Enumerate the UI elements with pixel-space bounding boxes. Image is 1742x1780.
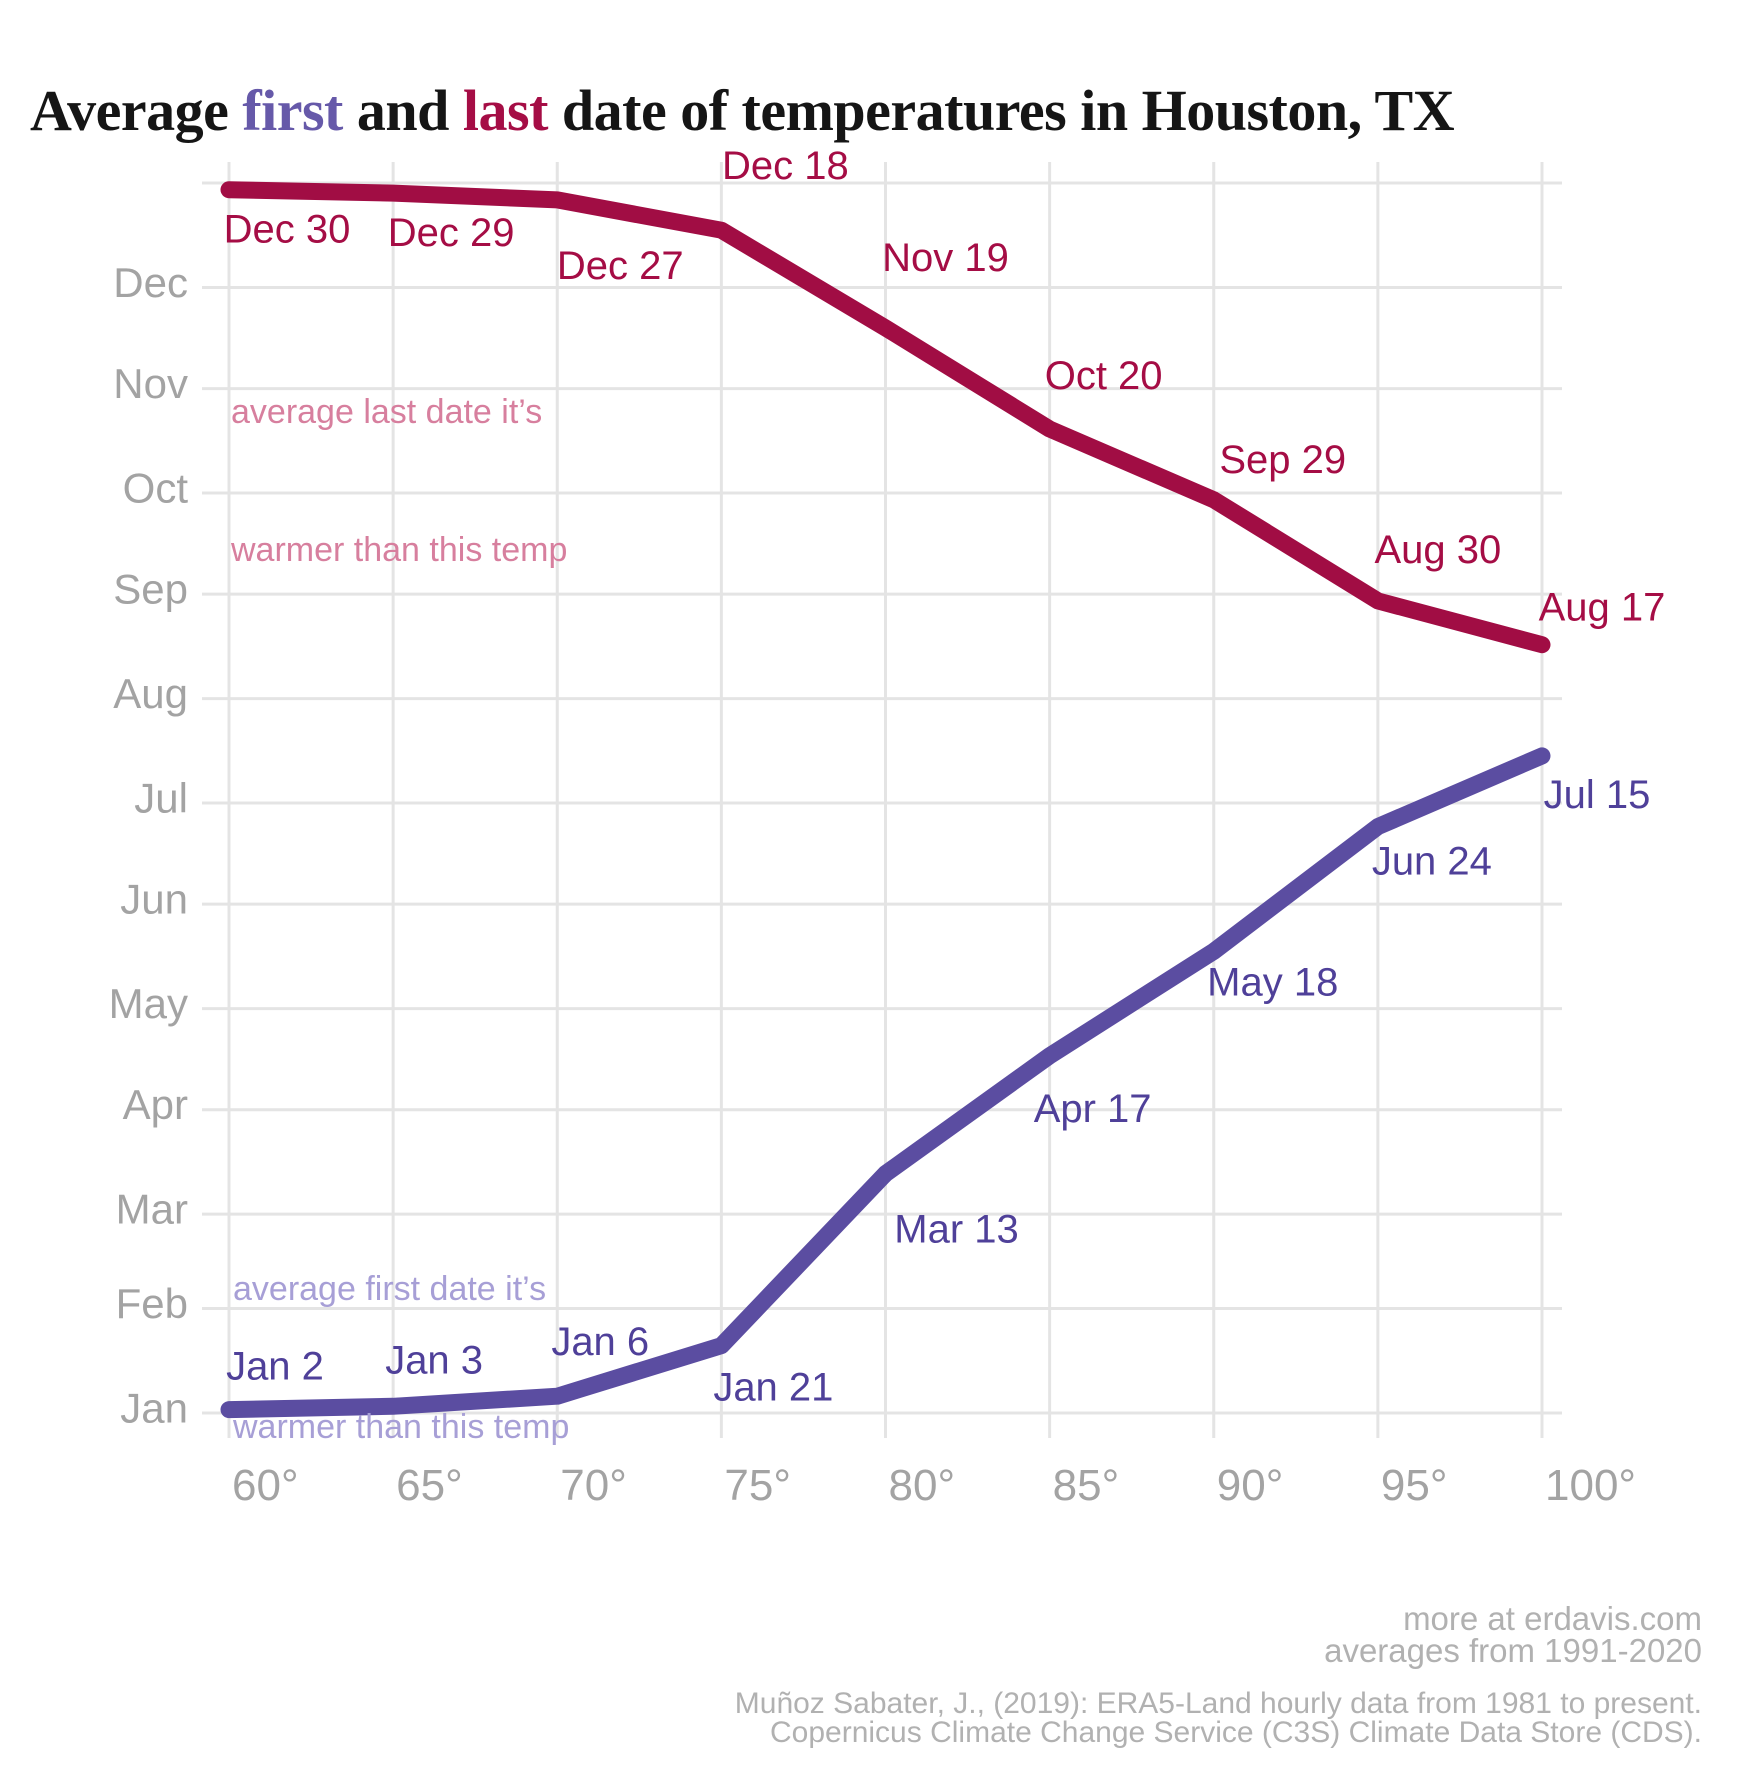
title-text-2: and (342, 77, 463, 143)
y-axis-label-dec: Dec (113, 259, 188, 306)
footer-citation-line2: Copernicus Climate Change Service (C3S) … (770, 1716, 1702, 1749)
y-axis-label-sep: Sep (113, 566, 188, 613)
y-axis-label-jan: Jan (120, 1385, 188, 1432)
x-axis-label-65: 65° (396, 1461, 463, 1510)
point-label-last-75: Dec 18 (722, 144, 849, 188)
x-axis-label-80: 80° (889, 1461, 956, 1510)
title-word-last: last (462, 77, 549, 143)
point-label-last-90: Sep 29 (1219, 438, 1346, 482)
footer-credit-url: more at erdavis.com (1403, 1600, 1702, 1637)
x-axis-label-100: 100° (1545, 1461, 1636, 1510)
y-axis-label-aug: Aug (113, 670, 188, 717)
y-axis-label-oct: Oct (123, 465, 189, 512)
y-axis-label-may: May (109, 980, 188, 1027)
title-text-1: Average (30, 77, 243, 143)
point-label-first-100: Jul 15 (1544, 773, 1651, 817)
y-axis-label-apr: Apr (123, 1081, 188, 1128)
title-text-3: date of temperatures in Houston, TX (547, 77, 1455, 143)
point-label-first-65: Jan 3 (385, 1338, 483, 1382)
footer-citation-line1: Muñoz Sabater, J., (2019): ERA5-Land hou… (734, 1687, 1702, 1720)
point-label-first-95: Jun 24 (1372, 840, 1492, 884)
point-label-last-70: Dec 27 (557, 244, 684, 288)
point-label-last-95: Aug 30 (1374, 528, 1501, 572)
annotation-first-series: average first date it’s warmer than this… (233, 1174, 569, 1542)
annotation-first-line2: warmer than this temp (233, 1408, 570, 1446)
x-axis-label-95: 95° (1381, 1461, 1448, 1510)
y-axis-label-mar: Mar (116, 1186, 188, 1233)
x-axis-label-70: 70° (560, 1461, 627, 1510)
point-label-last-100: Aug 17 (1539, 586, 1666, 630)
annotation-first-line1: average first date it’s (233, 1270, 547, 1308)
point-label-first-60: Jan 2 (226, 1345, 324, 1389)
x-axis-label-90: 90° (1217, 1461, 1284, 1510)
chart-title: Average first and last date of temperatu… (30, 77, 1455, 144)
y-axis-label-feb: Feb (116, 1280, 188, 1327)
point-label-first-80: Mar 13 (894, 1208, 1019, 1252)
point-label-last-65: Dec 29 (388, 211, 515, 255)
point-label-first-85: Apr 17 (1034, 1087, 1152, 1131)
point-label-last-85: Oct 20 (1045, 354, 1163, 398)
y-axis-label-nov: Nov (113, 360, 188, 407)
point-label-last-80: Nov 19 (882, 236, 1009, 280)
point-label-first-90: May 18 (1207, 960, 1338, 1004)
y-axis-label-jun: Jun (120, 876, 188, 923)
series-line-first (220, 747, 1551, 1419)
point-label-first-70: Jan 6 (551, 1320, 649, 1364)
annotation-last-line2: warmer than this temp (231, 531, 568, 569)
point-label-first-75: Jan 21 (713, 1366, 833, 1410)
annotation-last-line1: average last date it’s (231, 393, 543, 431)
point-label-last-60: Dec 30 (224, 208, 351, 252)
series-line-last (220, 181, 1551, 654)
x-axis-label-60: 60° (232, 1461, 299, 1510)
annotation-last-series: average last date it’s warmer than this … (231, 297, 567, 665)
footer-averages-note: averages from 1991-2020 (1324, 1632, 1702, 1669)
x-axis-label-85: 85° (1053, 1461, 1120, 1510)
y-axis-label-jul: Jul (134, 775, 188, 822)
x-axis-label-75: 75° (724, 1461, 791, 1510)
title-word-first: first (242, 77, 343, 143)
